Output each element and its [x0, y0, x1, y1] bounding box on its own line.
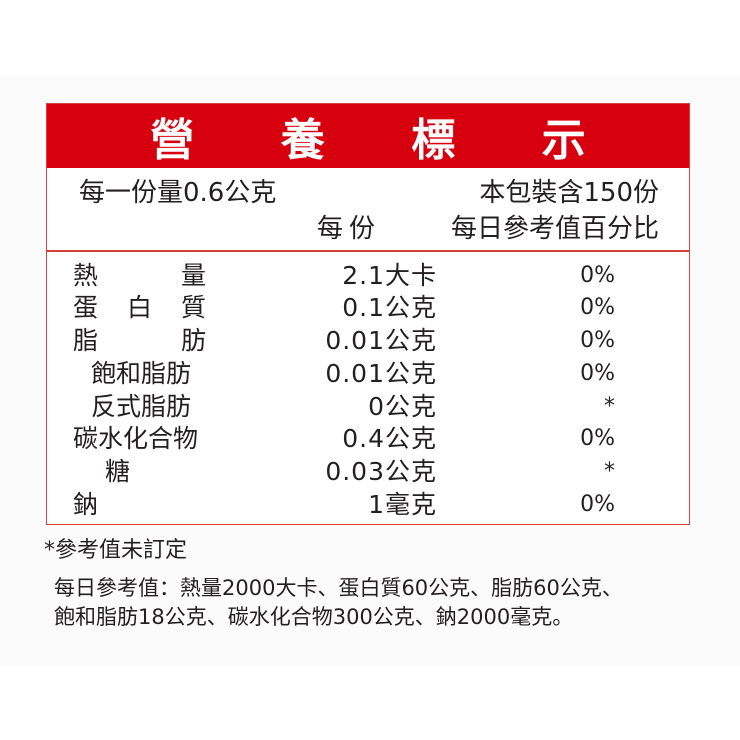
title-char: 標 [411, 115, 456, 166]
table-row: 反式脂肪 0公克 * [47, 392, 689, 425]
nutrient-percent: * [604, 459, 615, 484]
table-row: 蛋 白 質 0.1公克 0% [47, 293, 689, 326]
nutrient-value: 0.03公克 [325, 457, 437, 486]
serving-size: 每一份量0.6公克 [79, 178, 277, 208]
title-char: 營 [150, 115, 195, 166]
nutrient-percent: 0% [580, 426, 615, 451]
daily-reference-line-2: 飽和脂肪18公克、碳水化合物300公克、鈉2000毫克。 [54, 605, 574, 629]
nutrient-label: 鈉 [73, 490, 99, 519]
nutrient-value: 0.1公克 [342, 293, 437, 322]
table-row: 糖 0.03公克 * [47, 457, 689, 490]
nutrient-label: 反式脂肪 [91, 392, 192, 421]
table-row: 飽和脂肪 0.01公克 0% [47, 359, 689, 392]
nutrient-label: 脂 肪 [73, 326, 209, 355]
nutrient-percent: 0% [580, 492, 615, 517]
footnote: *參考值未訂定 [44, 538, 188, 563]
nutrient-percent: 0% [580, 263, 615, 288]
nutrient-value: 2.1大卡 [342, 261, 437, 290]
nutrient-value: 0公克 [368, 392, 437, 421]
nutrition-facts-table: 營 養 標 示 每一份量0.6公克 本包裝含150份 每份 每日參考值百分比 熱… [46, 103, 690, 525]
nutrient-value: 0.01公克 [325, 326, 437, 355]
table-row: 碳水化合物 0.4公克 0% [47, 424, 689, 457]
divider [47, 250, 689, 252]
nutrient-value: 1毫克 [368, 490, 437, 519]
nutrient-label: 糖 [105, 457, 131, 486]
title-char: 示 [541, 115, 586, 166]
nutrient-label: 蛋 白 質 [73, 293, 209, 322]
nutrient-label: 碳水化合物 [73, 424, 199, 453]
title-char: 養 [280, 115, 325, 166]
table-row: 脂 肪 0.01公克 0% [47, 326, 689, 359]
daily-reference-line-1: 每日參考值：熱量2000大卡、蛋白質60公克、脂肪60公克、 [54, 576, 623, 600]
servings-per-package: 本包裝含150份 [479, 178, 659, 208]
nutrient-percent: 0% [580, 328, 615, 353]
column-per-serving: 每份 [317, 214, 382, 244]
table-row: 鈉 1毫克 0% [47, 490, 689, 523]
table-row: 熱 量 2.1大卡 0% [47, 261, 689, 294]
nutrition-title: 營 養 標 示 [47, 104, 689, 168]
nutrient-percent: * [604, 394, 615, 419]
nutrient-label: 飽和脂肪 [91, 359, 192, 388]
nutrient-value: 0.4公克 [342, 424, 437, 453]
nutrient-percent: 0% [580, 361, 615, 386]
nutrient-value: 0.01公克 [325, 359, 437, 388]
nutrient-percent: 0% [580, 295, 615, 320]
column-daily-value: 每日參考值百分比 [450, 214, 659, 244]
nutrient-label: 熱 量 [73, 261, 209, 290]
